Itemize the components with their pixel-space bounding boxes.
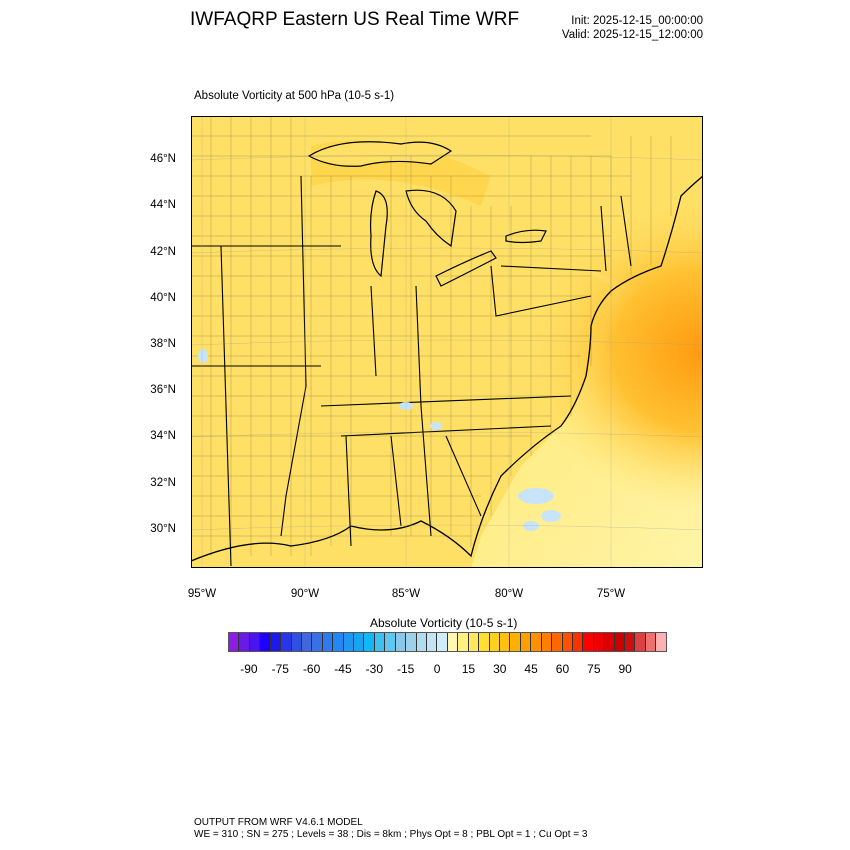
lake-superior bbox=[307, 141, 453, 167]
negative-vorticity-patches bbox=[198, 349, 561, 531]
colorbar-tick-label: 30 bbox=[493, 662, 507, 676]
colorbar-swatch bbox=[322, 633, 334, 651]
lat-label: 40°N bbox=[150, 292, 176, 304]
colorbar-swatch bbox=[468, 633, 480, 651]
colorbar-swatch bbox=[343, 633, 355, 651]
colorbar-swatch bbox=[489, 633, 500, 651]
lat-label: 42°N bbox=[150, 246, 176, 258]
colorbar-tick-label: -75 bbox=[271, 662, 289, 676]
lake-ontario bbox=[505, 229, 547, 244]
lon-label: 80°W bbox=[494, 588, 524, 600]
colorbar-tick-label: 0 bbox=[433, 662, 441, 676]
lon-label: 90°W bbox=[290, 588, 320, 600]
lat-label: 30°N bbox=[150, 523, 176, 535]
colorbar-tick-label: 15 bbox=[461, 662, 476, 676]
plot-title: IWFAQRP Eastern US Real Time WRF bbox=[190, 9, 520, 30]
colorbar-swatch bbox=[395, 633, 407, 651]
colorbar-swatch bbox=[572, 633, 584, 651]
lat-label: 36°N bbox=[150, 384, 176, 396]
colorbar-swatch bbox=[447, 633, 459, 651]
colorbar-swatch bbox=[270, 633, 282, 651]
colorbar-tick-label: -90 bbox=[240, 662, 258, 676]
lat-label: 44°N bbox=[150, 199, 176, 211]
colorbar-swatch bbox=[406, 633, 417, 651]
colorbar-swatch bbox=[437, 633, 448, 651]
graticule bbox=[191, 116, 703, 568]
colorbar-tick-label: 90 bbox=[618, 662, 632, 676]
colorbar-swatch bbox=[531, 633, 542, 651]
colorbar-swatch bbox=[562, 633, 573, 651]
colorbar-tick-label: -30 bbox=[365, 662, 383, 676]
colorbar-swatch bbox=[479, 633, 490, 651]
colorbar bbox=[228, 632, 667, 652]
colorbar-swatch bbox=[281, 633, 292, 651]
lon-label: 95°W bbox=[187, 588, 217, 600]
valid-time: Valid: 2025-12-15_12:00:00 bbox=[561, 29, 703, 41]
colorbar-tick-label: -60 bbox=[302, 662, 321, 676]
colorbar-swatch bbox=[249, 633, 261, 651]
colorbar-swatch bbox=[333, 633, 344, 651]
colorbar-swatch bbox=[312, 633, 323, 651]
lon-label: 75°W bbox=[596, 588, 626, 600]
time-info: Init: 2025-12-15_00:00:00 Valid: 2025-12… bbox=[562, 14, 703, 42]
colorbar-swatch bbox=[552, 633, 563, 651]
colorbar-tick-label: -45 bbox=[334, 662, 352, 676]
vorticity-map bbox=[191, 116, 703, 568]
colorbar-swatch bbox=[583, 633, 594, 651]
colorbar-title: Absolute Vorticity (10-5 s-1) bbox=[370, 616, 518, 630]
colorbar-swatch bbox=[510, 633, 521, 651]
footer: OUTPUT FROM WRF V4.6.1 MODEL WE = 310 ; … bbox=[194, 817, 587, 841]
colorbar-tick-label: 45 bbox=[524, 662, 538, 676]
colorbar-swatch bbox=[301, 633, 313, 651]
colorbar-swatch bbox=[385, 633, 396, 651]
colorbar-swatch bbox=[416, 633, 428, 651]
lon-label: 85°W bbox=[391, 588, 421, 600]
coastline bbox=[191, 175, 703, 562]
lat-label: 38°N bbox=[150, 338, 176, 350]
colorbar-swatch bbox=[604, 633, 615, 651]
colorbar-swatch bbox=[239, 633, 250, 651]
lat-label: 34°N bbox=[150, 430, 176, 442]
colorbar-swatch bbox=[625, 633, 636, 651]
lat-label: 32°N bbox=[150, 477, 176, 489]
colorbar-swatch bbox=[229, 633, 240, 651]
colorbar-swatch bbox=[374, 633, 386, 651]
colorbar-swatch bbox=[364, 633, 375, 651]
colorbar-swatch bbox=[520, 633, 532, 651]
model-config: WE = 310 ; SN = 275 ; Levels = 38 ; Dis … bbox=[194, 829, 588, 840]
colorbar-swatch bbox=[614, 633, 626, 651]
colorbar-tick-label: 60 bbox=[555, 662, 570, 676]
colorbar-swatch bbox=[645, 633, 657, 651]
colorbar-swatch bbox=[354, 633, 365, 651]
colorbar-swatch bbox=[635, 633, 646, 651]
colorbar-swatch bbox=[593, 633, 605, 651]
colorbar-tick-label: -15 bbox=[397, 662, 415, 676]
field-subtitle: Absolute Vorticity at 500 hPa (10-5 s-1) bbox=[194, 90, 395, 102]
map-frame bbox=[191, 116, 703, 568]
colorbar-swatch bbox=[541, 633, 553, 651]
colorbar-swatch bbox=[458, 633, 469, 651]
colorbar-swatch bbox=[260, 633, 271, 651]
lat-label: 46°N bbox=[150, 153, 176, 165]
colorbar-tick-label: 75 bbox=[587, 662, 601, 676]
colorbar-swatch bbox=[656, 633, 666, 651]
colorbar-swatch bbox=[427, 633, 438, 651]
init-time: Init: 2025-12-15_00:00:00 bbox=[571, 15, 703, 27]
model-info: OUTPUT FROM WRF V4.6.1 MODEL bbox=[194, 817, 363, 828]
colorbar-swatch bbox=[499, 633, 511, 651]
colorbar-swatch bbox=[291, 633, 302, 651]
